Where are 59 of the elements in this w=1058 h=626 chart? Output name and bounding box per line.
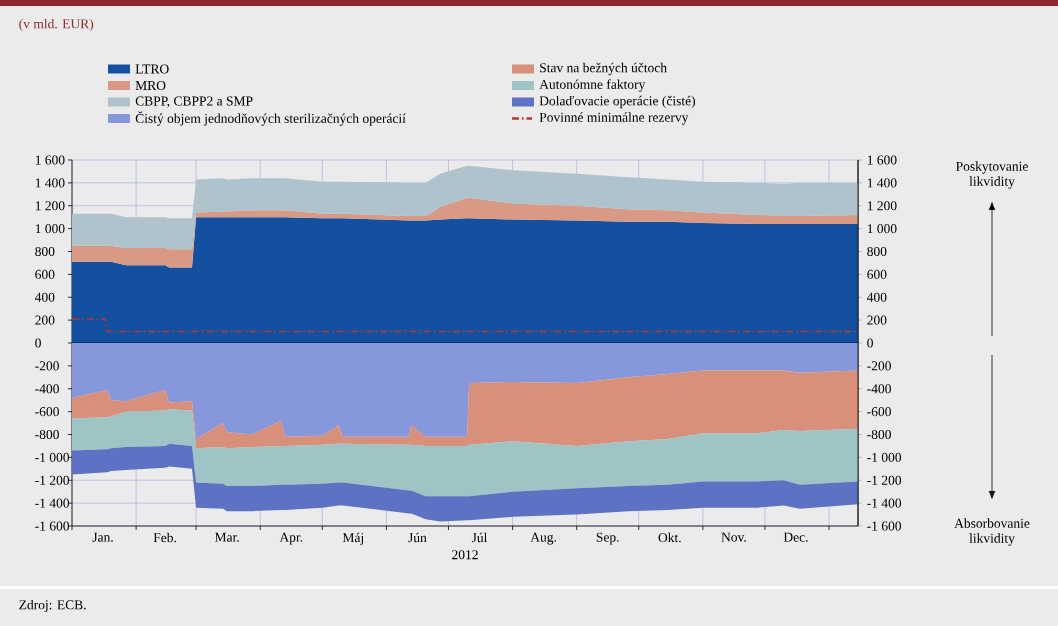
chart-title: (v mld. EUR) bbox=[19, 18, 94, 32]
y-tick-label: 0 bbox=[35, 338, 41, 348]
legend-label: Stav na bežných účtoch bbox=[540, 62, 667, 76]
y-tick-label: -1 200 bbox=[35, 475, 70, 485]
y-tick-label: 600 bbox=[35, 269, 55, 279]
y-tick-label: -400 bbox=[35, 384, 59, 394]
x-tick-label: Máj bbox=[342, 532, 364, 545]
x-tick-label: Nov. bbox=[721, 532, 746, 542]
x-tick-label: Jún bbox=[408, 532, 427, 543]
y2-tick-label: -400 bbox=[867, 384, 891, 394]
y2-tick-label: 800 bbox=[867, 246, 887, 257]
y2-tick-label: 1 000 bbox=[867, 224, 897, 234]
y2-tick-label: -1 000 bbox=[867, 452, 902, 462]
legend-label: Dolaďovacie operácie (čisté) bbox=[539, 95, 696, 109]
y-tick-label: 200 bbox=[35, 315, 55, 325]
y2-tick-label: -200 bbox=[867, 361, 891, 371]
y2-tick-label: -1 600 bbox=[867, 521, 902, 531]
y2-tick-label: 1 600 bbox=[867, 155, 897, 165]
y-tick-label: 1 000 bbox=[35, 224, 65, 234]
y2-tick-label: -1 400 bbox=[867, 498, 902, 508]
y-tick-label: 1 200 bbox=[35, 201, 65, 211]
y2-tick-label: -1 200 bbox=[867, 475, 902, 485]
y2-tick-label: 1 400 bbox=[867, 178, 897, 188]
y-tick-label: -1 000 bbox=[35, 452, 70, 462]
legend-label: CBPP, CBPP2 a SMP bbox=[135, 96, 253, 108]
y2-tick-label: 600 bbox=[867, 269, 887, 279]
y-tick-label: -200 bbox=[35, 361, 59, 371]
y2-tick-label: -800 bbox=[867, 429, 891, 440]
x-tick-label: Júl bbox=[471, 532, 488, 543]
y-tick-label: 800 bbox=[35, 246, 55, 257]
x-tick-label: Feb. bbox=[153, 532, 176, 543]
y-tick-label: 400 bbox=[34, 292, 55, 302]
y2-tick-label: -600 bbox=[867, 407, 891, 417]
legend-label: MRO bbox=[135, 80, 166, 91]
x-tick-label: Mar. bbox=[214, 532, 239, 542]
y-tick-label: -600 bbox=[35, 407, 59, 417]
x-tick-label: Aug. bbox=[530, 532, 557, 545]
y-tick-label: -1 600 bbox=[35, 521, 70, 531]
x-tick-label: Apr. bbox=[279, 532, 303, 545]
legend-label: Čistý objem jednodňových sterilizačných operácií bbox=[135, 111, 406, 126]
text: Zdroj: ECB. bbox=[19, 599, 86, 613]
x-tick-label: Dec. bbox=[783, 532, 808, 542]
y2-tick-label: 0 bbox=[867, 338, 873, 348]
y2-tick-label: 400 bbox=[866, 292, 887, 302]
x-tick-label: Okt. bbox=[658, 532, 681, 543]
y2-tick-label: 1 200 bbox=[867, 201, 897, 211]
legend-label: LTRO bbox=[135, 64, 169, 74]
y-tick-label: 1 400 bbox=[35, 178, 65, 188]
y-tick-label: -800 bbox=[35, 429, 59, 440]
text: Poskytovanie likvidity bbox=[956, 161, 1028, 189]
x-tick-label: Sep. bbox=[596, 532, 619, 545]
legend-label: Autonómne faktory bbox=[539, 79, 646, 92]
x-tick-label: Jan. bbox=[92, 532, 113, 542]
y-tick-label: -1 400 bbox=[35, 498, 70, 508]
x-axis-title: 2012 bbox=[452, 550, 478, 560]
y-tick-label: 1 600 bbox=[35, 155, 65, 165]
legend-label: Povinné minimálne rezervy bbox=[539, 112, 689, 125]
y2-tick-label: 200 bbox=[867, 315, 887, 325]
text: Absorbovanie likvidity bbox=[954, 518, 1030, 546]
